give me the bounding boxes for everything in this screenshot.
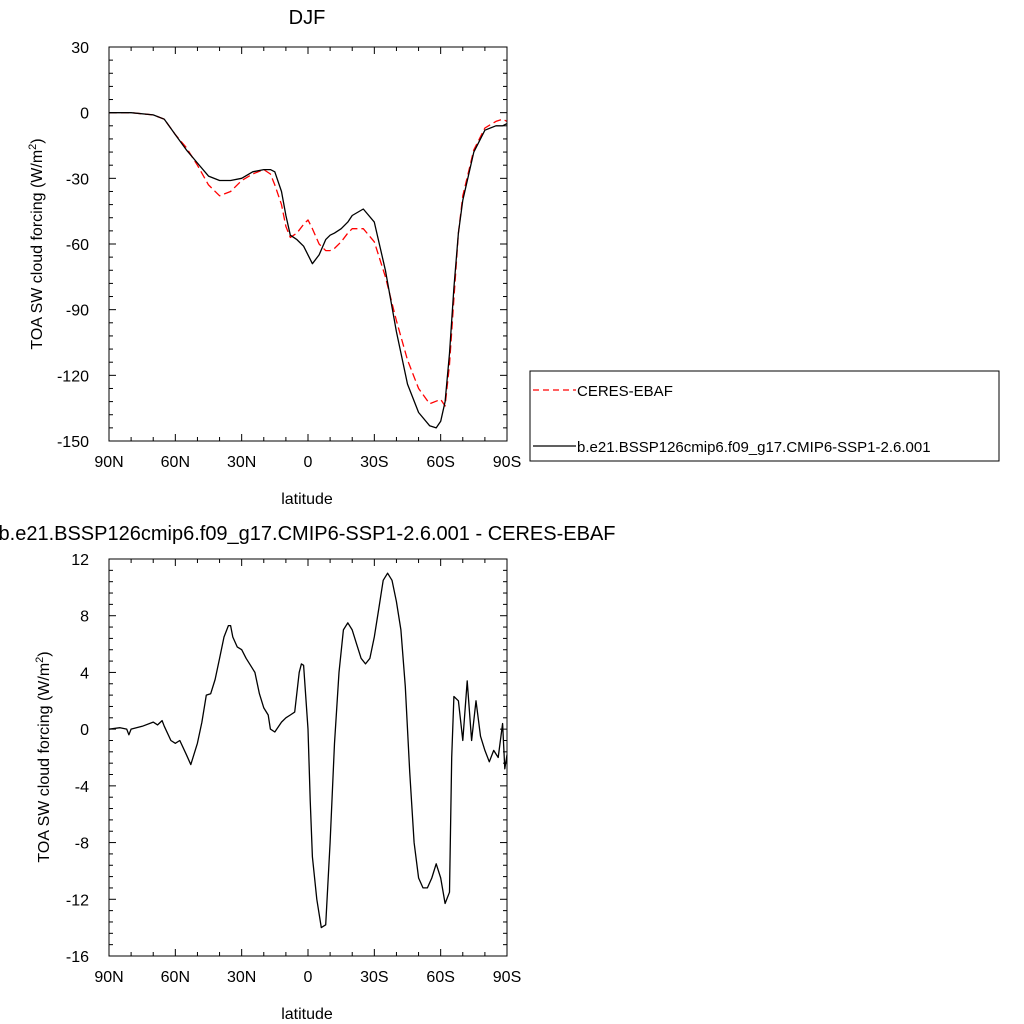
y-tick-label: 12 [71, 552, 89, 569]
y-tick-label: -16 [66, 949, 89, 966]
y-tick-label: -12 [66, 892, 89, 909]
x-tick-label: 90S [493, 969, 521, 986]
legend-label-model: b.e21.BSSP126cmip6.f09_g17.CMIP6-SSP1-2.… [577, 439, 931, 456]
x-tick-label: 30N [227, 969, 256, 986]
legend: CERES-EBAF b.e21.BSSP126cmip6.f09_g17.CM… [529, 370, 1000, 462]
x-tick-label: 30N [227, 454, 256, 471]
x-tick-label: 60N [161, 969, 190, 986]
x-tick-label: 90N [94, 969, 123, 986]
x-axis-label: latitude [281, 491, 333, 508]
y-tick-label: -150 [57, 434, 89, 451]
x-tick-label: 0 [304, 969, 313, 986]
chart-title: b.e21.BSSP126cmip6.f09_g17.CMIP6-SSP1-2.… [0, 523, 615, 545]
x-tick-label: 30S [360, 969, 388, 986]
top-series-group [109, 112, 508, 429]
bottom-ticks-group: 90N 60N 30N 0 30S 60S 90S 12 8 4 0 -4 -8 -12 -16 [66, 552, 521, 986]
x-tick-label: 90N [94, 454, 123, 471]
b-e21-bssp126cmip6-f09-g17-cmip6-ssp1-2-6-001-series-line [109, 112, 508, 429]
top-chart: DJF 90N 60N 30N 0 30S 60S 90S 30 0 -30 -60 -90 -120 -… [27, 7, 1000, 508]
x-tick-label: 0 [304, 454, 313, 471]
y-tick-label: 0 [80, 106, 89, 123]
ceres-ebaf-series-line [109, 112, 508, 407]
y-tick-label: -8 [75, 836, 89, 853]
y-tick-label: -30 [66, 171, 89, 188]
x-tick-label: 60S [426, 969, 454, 986]
y-tick-label: 4 [80, 665, 89, 682]
x-tick-label: 60N [161, 454, 190, 471]
bottom-chart: b.e21.BSSP126cmip6.f09_g17.CMIP6-SSP1-2.… [0, 523, 615, 1023]
y-tick-label: 8 [80, 609, 89, 626]
y-tick-label: -120 [57, 368, 89, 385]
x-tick-label: 90S [493, 454, 521, 471]
x-axis-label: latitude [281, 1006, 333, 1023]
difference-series-line [108, 572, 508, 929]
y-tick-label: -90 [66, 303, 89, 320]
y-tick-label: -60 [66, 237, 89, 254]
x-tick-label: 30S [360, 454, 388, 471]
legend-box [529, 370, 1000, 462]
y-tick-label: 0 [80, 722, 89, 739]
bottom-series-group [108, 572, 508, 929]
y-tick-label: -4 [75, 779, 89, 796]
legend-label-ceres: CERES-EBAF [577, 383, 673, 400]
top-ticks-group: 90N 60N 30N 0 30S 60S 90S 30 0 -30 -60 -90 -120 -150 [57, 40, 521, 471]
y-axis-label: TOA SW cloud forcing (W/m2) [34, 651, 53, 862]
y-axis-label: TOA SW cloud forcing (W/m2) [27, 138, 46, 349]
y-tick-label: 30 [71, 40, 89, 57]
x-tick-label: 60S [426, 454, 454, 471]
chart-title: DJF [289, 7, 326, 29]
